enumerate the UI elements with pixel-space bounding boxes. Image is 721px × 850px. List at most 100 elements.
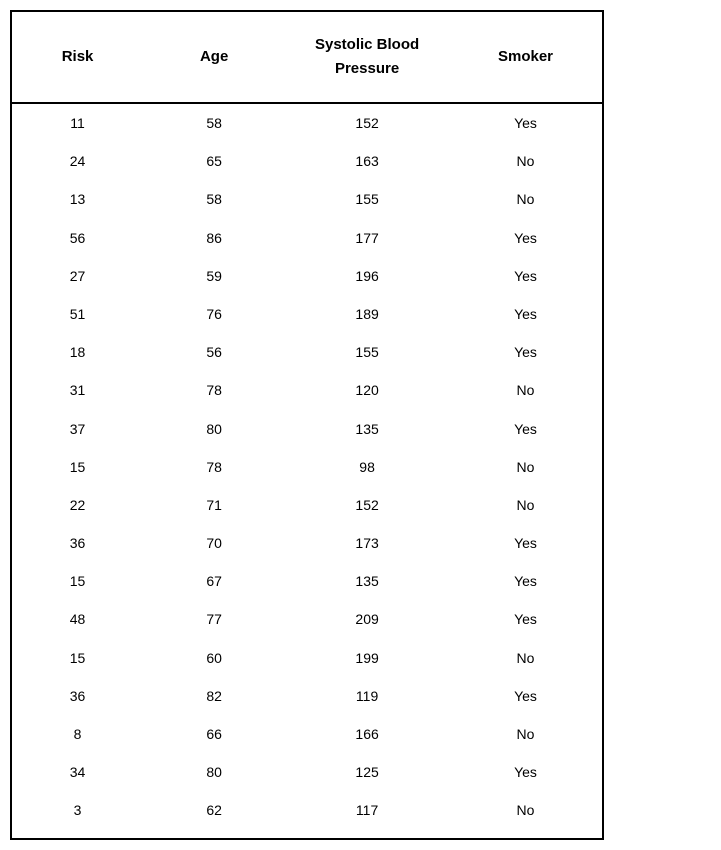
table-cell: Yes [449, 600, 602, 638]
table-cell: No [449, 715, 602, 753]
table-cell: 38 [12, 830, 143, 840]
table-cell: 80 [143, 410, 285, 448]
table-row: 3670173Yes [12, 524, 602, 562]
table-cell: 78 [143, 448, 285, 486]
table-cell: 11 [12, 103, 143, 142]
table-cell: 22 [12, 486, 143, 524]
table-cell: 3 [12, 791, 143, 829]
column-header-smoker: Smoker [449, 12, 602, 103]
data-table-container: Risk Age Systolic Blood Pressure Smoker … [10, 10, 604, 840]
table-cell: 56 [12, 219, 143, 257]
table-body: 1158152Yes2465163No1358155No5686177Yes27… [12, 103, 602, 840]
table-cell: No [449, 371, 602, 409]
table-cell: 135 [285, 562, 449, 600]
table-cell: 80 [143, 753, 285, 791]
table-row: 2759196Yes [12, 257, 602, 295]
table-cell: Yes [449, 295, 602, 333]
table-row: 3859209Yes [12, 830, 602, 840]
table-cell: Yes [449, 410, 602, 448]
table-cell: 152 [285, 486, 449, 524]
table-cell: No [449, 639, 602, 677]
table-cell: 117 [285, 791, 449, 829]
table-cell: Yes [449, 753, 602, 791]
table-cell: Yes [449, 830, 602, 840]
table-cell: No [449, 791, 602, 829]
table-cell: 36 [12, 524, 143, 562]
table-row: 1158152Yes [12, 103, 602, 142]
table-cell: No [449, 486, 602, 524]
table-row: 3480125Yes [12, 753, 602, 791]
table-cell: 58 [143, 103, 285, 142]
table-cell: 15 [12, 562, 143, 600]
table-cell: 27 [12, 257, 143, 295]
table-cell: 24 [12, 142, 143, 180]
table-cell: No [449, 448, 602, 486]
table-cell: Yes [449, 257, 602, 295]
table-cell: 70 [143, 524, 285, 562]
table-cell: 196 [285, 257, 449, 295]
table-row: 3682119Yes [12, 677, 602, 715]
table-row: 3780135Yes [12, 410, 602, 448]
table-cell: 67 [143, 562, 285, 600]
table-row: 2271152No [12, 486, 602, 524]
data-table: Risk Age Systolic Blood Pressure Smoker … [12, 12, 602, 840]
table-cell: 135 [285, 410, 449, 448]
column-header-risk: Risk [12, 12, 143, 103]
table-cell: 13 [12, 180, 143, 218]
table-row: 1560199No [12, 639, 602, 677]
table-cell: 163 [285, 142, 449, 180]
table-cell: 155 [285, 333, 449, 371]
column-header-age: Age [143, 12, 285, 103]
header-row: Risk Age Systolic Blood Pressure Smoker [12, 12, 602, 103]
table-cell: 15 [12, 639, 143, 677]
table-cell: 209 [285, 600, 449, 638]
table-cell: 31 [12, 371, 143, 409]
table-cell: 82 [143, 677, 285, 715]
table-cell: 62 [143, 791, 285, 829]
table-cell: 15 [12, 448, 143, 486]
table-cell: 34 [12, 753, 143, 791]
table-cell: 59 [143, 257, 285, 295]
table-cell: 119 [285, 677, 449, 715]
table-cell: Yes [449, 677, 602, 715]
table-cell: 8 [12, 715, 143, 753]
table-cell: 78 [143, 371, 285, 409]
table-cell: 209 [285, 830, 449, 840]
table-cell: 65 [143, 142, 285, 180]
table-cell: 36 [12, 677, 143, 715]
table-cell: 51 [12, 295, 143, 333]
table-cell: Yes [449, 219, 602, 257]
table-row: 4877209Yes [12, 600, 602, 638]
table-cell: 120 [285, 371, 449, 409]
table-cell: 48 [12, 600, 143, 638]
table-cell: No [449, 142, 602, 180]
table-cell: 98 [285, 448, 449, 486]
table-cell: 76 [143, 295, 285, 333]
table-row: 1567135Yes [12, 562, 602, 600]
table-cell: 155 [285, 180, 449, 218]
table-cell: Yes [449, 562, 602, 600]
table-row: 157898No [12, 448, 602, 486]
table-cell: 58 [143, 180, 285, 218]
table-row: 5176189Yes [12, 295, 602, 333]
table-row: 1358155No [12, 180, 602, 218]
table-cell: 173 [285, 524, 449, 562]
table-cell: Yes [449, 103, 602, 142]
table-cell: 59 [143, 830, 285, 840]
table-row: 362117No [12, 791, 602, 829]
table-cell: 166 [285, 715, 449, 753]
table-cell: No [449, 180, 602, 218]
table-cell: 189 [285, 295, 449, 333]
table-cell: 77 [143, 600, 285, 638]
table-cell: 177 [285, 219, 449, 257]
table-cell: Yes [449, 333, 602, 371]
column-header-sbp: Systolic Blood Pressure [285, 12, 449, 103]
table-cell: 152 [285, 103, 449, 142]
table-cell: 60 [143, 639, 285, 677]
table-row: 1856155Yes [12, 333, 602, 371]
table-cell: 56 [143, 333, 285, 371]
table-row: 3178120No [12, 371, 602, 409]
table-header: Risk Age Systolic Blood Pressure Smoker [12, 12, 602, 103]
table-cell: 86 [143, 219, 285, 257]
table-cell: Yes [449, 524, 602, 562]
